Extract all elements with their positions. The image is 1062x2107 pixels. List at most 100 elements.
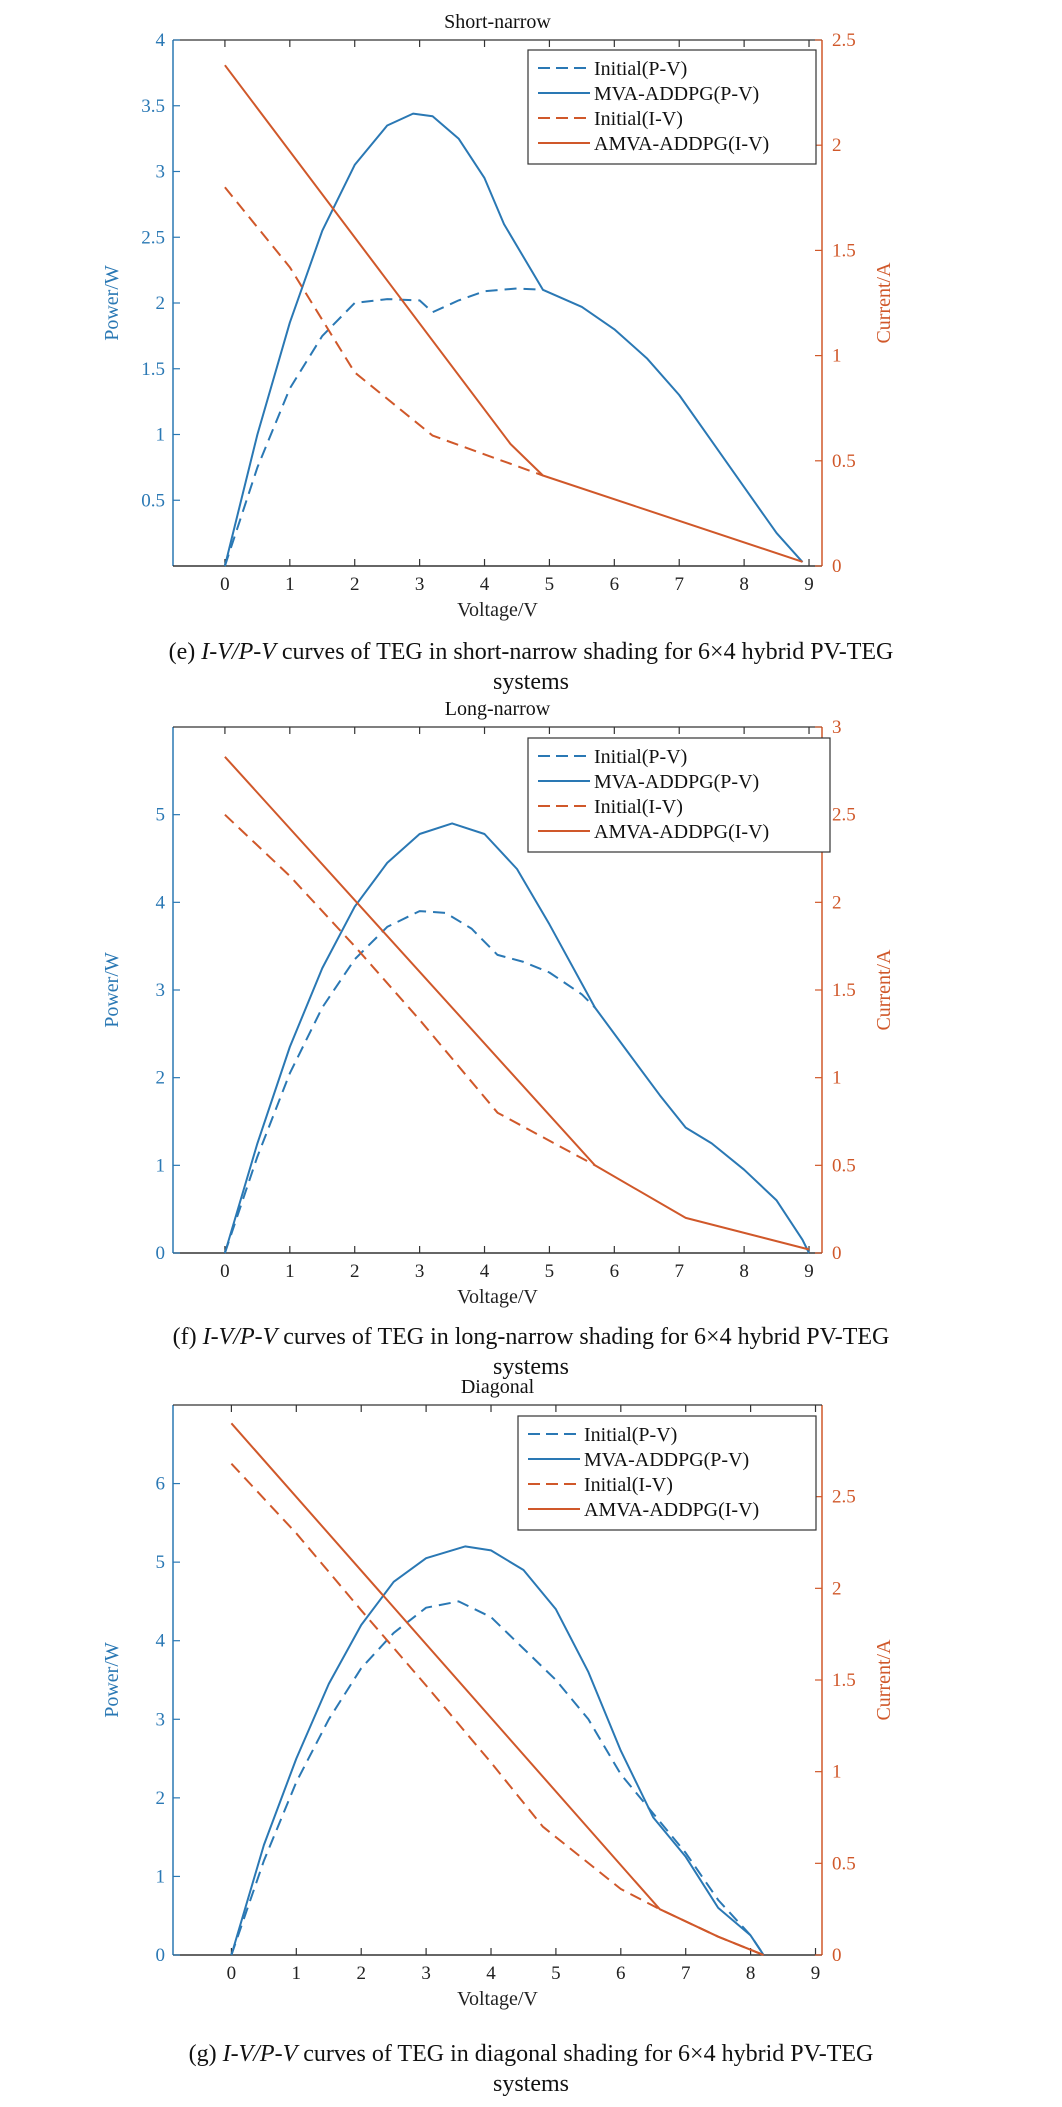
x-tick-label: 9 [804,1261,814,1282]
y-tick-label: 3 [156,1709,166,1730]
y-tick-label: 3.5 [141,96,165,117]
series-line-2 [224,186,544,477]
y-axis-label: Power/W [101,952,123,1028]
series-line-0 [230,1600,765,1956]
caption-f-line1: (f) I-V/P-V curves of TEG in long-narrow… [172,1324,890,1350]
y-tick-label: 1 [156,1155,166,1176]
legend-label: AMVA-ADDPG(I-V) [594,133,769,155]
y-tick-label: 3 [156,162,166,183]
x-tick-label: 2 [350,1261,360,1282]
x-tick-label: 2 [350,574,360,595]
caption-e-line1: (e) I-V/P-V curves of TEG in short-narro… [168,639,894,665]
series-line-1 [223,822,810,1254]
y2-tick-label: 0.5 [832,1853,856,1874]
y-axis-label: Power/W [101,1642,123,1718]
caption-f-line2: systems [492,1354,569,1380]
x-axis-label: Voltage/V [457,1988,538,2010]
x-tick-label: 4 [486,1963,496,1984]
legend-label: AMVA-ADDPG(I-V) [584,1499,759,1521]
x-tick-label: 8 [739,1261,749,1282]
caption-e-line2: systems [492,669,569,695]
legend-label: AMVA-ADDPG(I-V) [594,821,769,843]
y-tick-label: 5 [156,1552,166,1573]
y-tick-label: 0 [156,1243,166,1264]
legend-label: MVA-ADDPG(P-V) [594,771,759,793]
legend-label: Initial(I-V) [594,796,683,818]
legend-label: Initial(I-V) [594,108,683,130]
y-tick-label: 5 [156,805,166,826]
x-tick-label: 3 [415,574,425,595]
y-tick-label: 4 [156,1631,166,1652]
y2-tick-label: 2 [832,135,842,156]
x-tick-label: 8 [746,1963,756,1984]
y-tick-label: 2 [156,1788,166,1809]
legend: Initial(P-V) MVA-ADDPG(P-V) Initial(I-V) AM… [527,49,817,165]
x-tick-label: 5 [551,1963,561,1984]
y-tick-label: 2 [156,293,166,314]
y2-tick-label: 2.5 [832,805,856,826]
x-axis-label: Voltage/V [457,599,538,621]
x-tick-label: 3 [415,1261,425,1282]
legend-label: MVA-ADDPG(P-V) [594,83,759,105]
caption-g-line2: systems [492,2071,569,2097]
y2-axis-label: Current/A [873,1639,895,1721]
x-tick-label: 1 [285,1261,295,1282]
y2-axis-label: Current/A [873,262,895,344]
y-tick-label: 4 [156,892,166,913]
x-tick-label: 3 [421,1963,431,1984]
y-tick-label: 1.5 [141,359,165,380]
y2-tick-label: 2 [832,1578,842,1599]
y-tick-label: 0.5 [141,490,165,511]
x-tick-label: 5 [545,1261,555,1282]
x-tick-label: 6 [610,574,620,595]
y2-tick-label: 1 [832,346,842,367]
series-line-0 [223,287,543,567]
y-tick-label: 0 [156,1945,166,1966]
chart-title: Diagonal [461,1376,535,1398]
x-tick-label: 5 [545,574,555,595]
caption-g: (g) I-V/P-V curves of TEG in diagonal sh… [0,2039,1062,2099]
x-tick-label: 4 [480,574,490,595]
y2-tick-label: 0.5 [832,1155,856,1176]
x-tick-label: 0 [220,574,230,595]
chart-title: Long-narrow [445,698,551,720]
caption-e: (e) I-V/P-V curves of TEG in short-narro… [0,637,1062,697]
series-line-1 [223,112,804,567]
x-tick-label: 9 [804,574,814,595]
y-tick-label: 1 [156,1866,166,1887]
series-line-3 [224,756,810,1251]
x-tick-label: 7 [674,574,684,595]
legend-box [517,1415,817,1531]
y2-tick-label: 1.5 [832,240,856,261]
y-tick-label: 4 [156,30,166,51]
y-tick-label: 2.5 [141,227,165,248]
x-tick-label: 2 [356,1963,366,1984]
series-line-3 [224,64,803,563]
legend-label: Initial(P-V) [584,1424,677,1446]
x-tick-label: 9 [811,1963,821,1984]
y-tick-label: 6 [156,1474,166,1495]
y2-tick-label: 1.5 [832,980,856,1001]
x-tick-label: 0 [227,1963,237,1984]
y2-tick-label: 1 [832,1068,842,1089]
x-tick-label: 0 [220,1261,230,1282]
y2-tick-label: 1 [832,1762,842,1783]
y2-tick-label: 2 [832,892,842,913]
legend: Initial(P-V) MVA-ADDPG(P-V) Initial(I-V) AM… [517,1415,817,1531]
chart-panel-0: Short-narrow 0 1 2 3 4 5 6 7 8 9 0.5 1 1.5 2 2.5 3 3.5 4 0 0… [101,11,895,621]
legend-label: Initial(P-V) [594,58,687,80]
x-tick-label: 4 [480,1261,490,1282]
legend-label: MVA-ADDPG(P-V) [584,1449,749,1471]
y-tick-label: 2 [156,1068,166,1089]
x-tick-label: 1 [285,574,295,595]
legend-label: Initial(P-V) [594,746,687,768]
caption-g-line1: (g) I-V/P-V curves of TEG in diagonal sh… [188,2041,874,2067]
y2-tick-label: 0 [832,556,842,577]
y2-tick-label: 1.5 [832,1670,856,1691]
legend: Initial(P-V) MVA-ADDPG(P-V) Initial(I-V) AM… [527,737,831,853]
x-tick-label: 7 [681,1963,691,1984]
x-tick-label: 7 [674,1261,684,1282]
caption-f: (f) I-V/P-V curves of TEG in long-narrow… [0,1322,1062,1382]
